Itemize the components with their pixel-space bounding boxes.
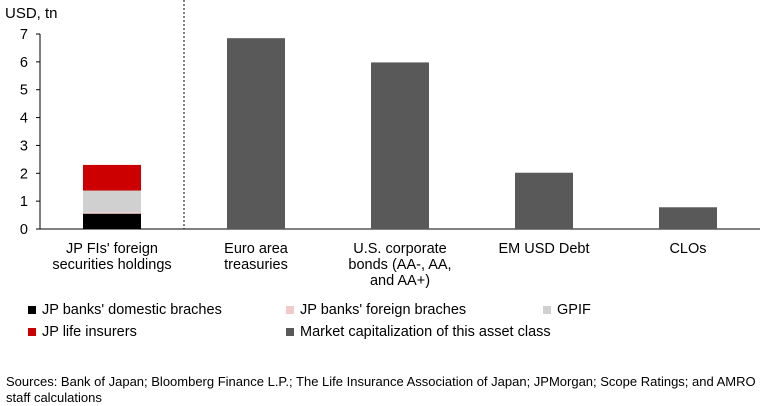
y-tick-label: 1 <box>20 194 28 210</box>
x-tick-label: CLOs <box>669 241 706 257</box>
x-tick-label: JP FIs' foreign securities holdings <box>52 241 171 273</box>
legend-swatch <box>286 328 294 336</box>
legend-label: JP banks' foreign braches <box>300 302 467 318</box>
y-tick-label: 3 <box>20 138 28 154</box>
x-tick-label-line: securities holdings <box>52 257 171 273</box>
legend-label: Market capitalization of this asset clas… <box>300 324 551 340</box>
x-tick-label-line: CLOs <box>669 241 706 257</box>
y-tick-label: 4 <box>20 111 28 127</box>
x-tick-label: EM USD Debt <box>498 241 589 257</box>
chart-legend: JP banks' domestic braches JP banks' for… <box>28 302 748 344</box>
y-tick-label: 2 <box>20 166 28 182</box>
stacked-bar-segment <box>83 164 141 191</box>
legend-swatch <box>28 306 36 314</box>
stacked-bar-segment <box>83 213 141 229</box>
x-tick-label-line: EM USD Debt <box>498 241 589 257</box>
legend-label: JP banks' domestic braches <box>42 302 222 318</box>
legend-item-jp-life-insurers: JP life insurers <box>28 324 137 340</box>
bar-chart: USD, tn 0 1 2 3 4 5 6 7 JP FIs' foreign securities… <box>5 0 760 289</box>
bar <box>227 38 285 229</box>
legend-item-gpif: GPIF <box>543 302 591 318</box>
stacked-bar-segment <box>83 190 141 213</box>
legend-swatch <box>543 306 551 314</box>
x-tick-label-line: JP FIs' foreign <box>66 241 158 257</box>
legend-swatch <box>286 306 294 314</box>
stacked-bar-segment <box>83 212 141 214</box>
source-note: Sources: Bank of Japan; Bloomberg Financ… <box>6 374 756 405</box>
legend-item-jp-banks-foreign: JP banks' foreign braches <box>286 302 466 318</box>
x-tick-label-line: Euro area <box>224 241 289 257</box>
x-tick-label: Euro area treasuries <box>224 241 289 273</box>
x-tick-label-line: and AA+) <box>370 273 430 289</box>
y-axis-label: USD, tn <box>5 5 58 22</box>
bar <box>371 62 429 229</box>
y-tick-label: 7 <box>20 27 28 43</box>
legend-item-market-cap: Market capitalization of this asset clas… <box>286 324 551 340</box>
bar <box>515 172 573 229</box>
legend-label: JP life insurers <box>42 324 137 340</box>
legend-swatch <box>28 328 36 336</box>
bar <box>659 207 717 229</box>
y-tick-label: 5 <box>20 83 28 99</box>
y-tick-label: 6 <box>20 55 28 71</box>
x-tick-label-line: U.S. corporate <box>353 241 447 257</box>
x-tick-label-line: treasuries <box>224 257 288 273</box>
legend-label: GPIF <box>557 302 591 318</box>
y-tick-label: 0 <box>20 222 28 238</box>
x-tick-label-line: bonds (AA-, AA, <box>348 257 451 273</box>
legend-item-jp-banks-domestic: JP banks' domestic braches <box>28 302 222 318</box>
x-tick-label: U.S. corporate bonds (AA-, AA, and AA+) <box>348 241 451 289</box>
